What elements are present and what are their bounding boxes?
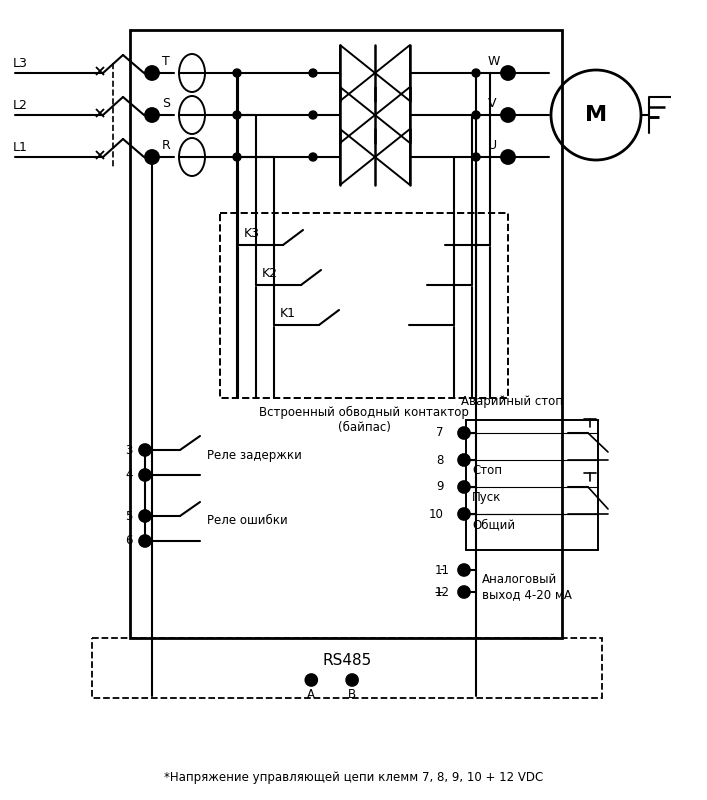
Text: S: S: [162, 97, 170, 110]
Circle shape: [145, 108, 159, 122]
Circle shape: [458, 454, 470, 466]
Text: Общий: Общий: [472, 518, 515, 531]
Bar: [466, 420, 598, 550]
Text: 7: 7: [436, 426, 444, 439]
Circle shape: [305, 674, 317, 686]
Text: -: -: [440, 563, 444, 577]
Circle shape: [472, 69, 480, 77]
Text: U: U: [488, 139, 497, 152]
Text: Пуск: Пуск: [472, 491, 501, 504]
Circle shape: [458, 481, 470, 493]
Text: M: M: [585, 105, 607, 125]
Circle shape: [501, 108, 515, 122]
Text: T: T: [162, 55, 170, 68]
Circle shape: [139, 535, 151, 547]
Text: V: V: [488, 97, 496, 110]
Text: 6: 6: [126, 534, 133, 547]
Text: B: B: [348, 688, 356, 701]
Text: K2: K2: [262, 267, 278, 280]
Circle shape: [472, 153, 480, 161]
Text: 5: 5: [126, 510, 133, 522]
Text: 12: 12: [435, 586, 450, 598]
Bar: [220, 213, 508, 398]
Text: Встроенный обводный контактор
(байпас): Встроенный обводный контактор (байпас): [259, 406, 469, 434]
Circle shape: [458, 427, 470, 439]
Circle shape: [458, 508, 470, 520]
Circle shape: [139, 469, 151, 481]
Text: W: W: [488, 55, 501, 68]
Text: 4: 4: [126, 469, 133, 482]
Bar: [92, 638, 602, 698]
Bar: [130, 30, 562, 638]
Text: 9: 9: [436, 481, 444, 494]
Text: A: A: [308, 688, 315, 701]
Text: 10: 10: [429, 507, 444, 521]
Circle shape: [309, 111, 317, 119]
Text: Аварийный стоп: Аварийный стоп: [461, 395, 563, 408]
Circle shape: [233, 153, 241, 161]
Circle shape: [501, 66, 515, 80]
Circle shape: [501, 150, 515, 164]
Text: R: R: [162, 139, 171, 152]
Circle shape: [458, 586, 470, 598]
Circle shape: [458, 564, 470, 576]
Text: K1: K1: [280, 307, 296, 320]
Circle shape: [145, 66, 159, 80]
Circle shape: [139, 510, 151, 522]
Circle shape: [472, 111, 480, 119]
Text: Реле задержки: Реле задержки: [207, 449, 302, 462]
Circle shape: [145, 150, 159, 164]
Text: Аналоговый
выход 4-20 мА: Аналоговый выход 4-20 мА: [482, 573, 572, 601]
Text: RS485: RS485: [322, 654, 372, 668]
Circle shape: [139, 444, 151, 456]
Text: L3: L3: [13, 57, 28, 70]
Text: 3: 3: [126, 443, 133, 457]
Circle shape: [309, 153, 317, 161]
Text: +: +: [433, 586, 444, 598]
Circle shape: [346, 674, 358, 686]
Text: Стоп: Стоп: [472, 464, 502, 477]
Text: L2: L2: [13, 99, 28, 112]
Text: 8: 8: [437, 454, 444, 466]
Circle shape: [233, 69, 241, 77]
Text: Реле ошибки: Реле ошибки: [207, 514, 288, 527]
Circle shape: [309, 69, 317, 77]
Circle shape: [233, 111, 241, 119]
Text: K3: K3: [244, 227, 260, 240]
Text: *Напряжение управляющей цепи клемм 7, 8, 9, 10 + 12 VDC: *Напряжение управляющей цепи клемм 7, 8,…: [164, 771, 543, 785]
Text: 11: 11: [435, 563, 450, 577]
Text: L1: L1: [13, 141, 28, 154]
